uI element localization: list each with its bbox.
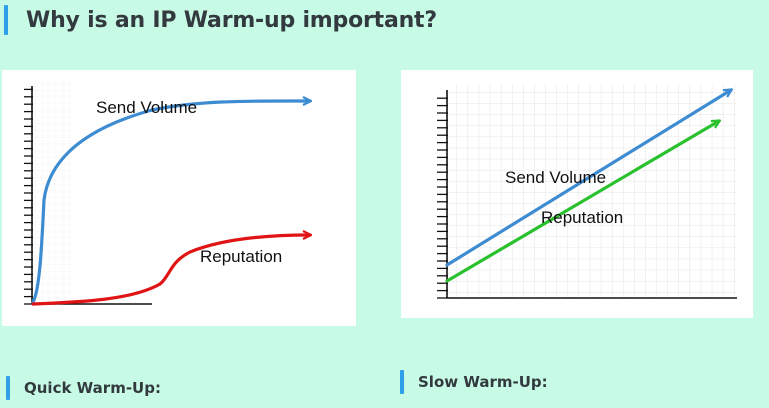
grid-background [448,84,737,298]
reputation-curve [31,235,310,306]
slow-warmup-svg: Send Volume Reputation [437,84,737,299]
slow-warmup-heading: Slow Warm-Up: [400,370,548,394]
send-volume-curve [31,101,310,304]
send-volume-line [445,90,731,267]
y-axis-ticks [24,88,33,305]
send-volume-label: Send Volume [505,168,606,187]
page-heading: Why is an IP Warm-up important? [0,4,437,36]
quick-warmup-heading: Quick Warm-Up: [6,376,161,400]
slow-heading-accent-bar [400,370,404,394]
slow-warmup-diagram: Send Volume Reputation [401,70,753,318]
reputation-line [445,121,719,283]
send-volume-label: Send Volume [96,98,197,117]
quick-warmup-diagram: Send Volume Reputation [2,70,356,326]
slow-warmup-label: Slow Warm-Up: [418,373,548,391]
y-axis-ticks [437,97,448,299]
reputation-label: Reputation [541,208,623,227]
quick-warmup-label: Quick Warm-Up: [24,379,161,397]
quick-warmup-svg: Send Volume Reputation [24,80,356,306]
page-title: Why is an IP Warm-up important? [26,7,437,33]
heading-accent-bar [4,5,8,35]
quick-heading-accent-bar [6,376,10,400]
reputation-label: Reputation [200,247,282,266]
